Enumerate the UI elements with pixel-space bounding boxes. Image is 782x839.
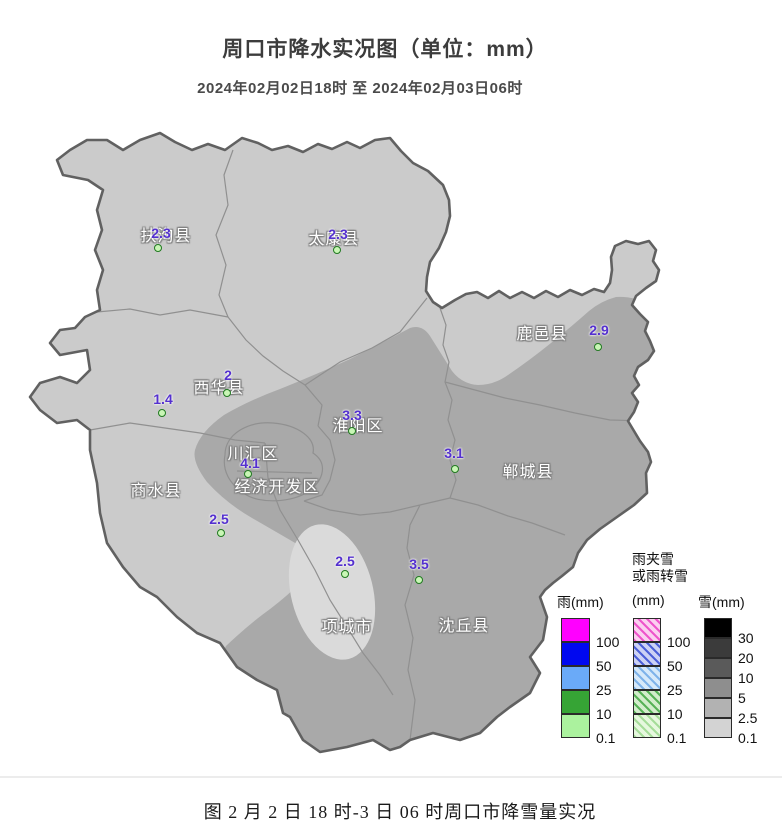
legend-sleet-tick: 100 [667,634,691,650]
legend-snow-swatch [704,718,732,738]
legend-snow-swatch [704,698,732,718]
legend-sleet-swatch [633,618,661,642]
legend-rain-tick: 50 [596,658,612,674]
station-value: 3.3 [342,407,362,423]
city-outline-stroke [28,131,661,754]
station-marker [217,529,225,537]
legend-rain-tick: 10 [596,706,612,722]
legend-rain-swatch [561,642,590,666]
region-label-huaiyang: 淮阳区 [332,418,384,435]
station-marker [451,465,459,473]
region-label-xihua: 西华县 [193,380,245,397]
station-marker [415,576,423,584]
region-label-fugou: 扶沟县 [140,228,192,245]
region-label-dancheng: 郸城县 [502,464,554,481]
legend-rain-swatch [561,618,590,642]
station-value: 2 [224,367,232,383]
legend-sleet-swatch [633,666,661,690]
region-label-taikang: 太康县 [308,231,360,248]
region-label-shangshui: 商水县 [130,483,182,500]
legend-sleet-title-line2: 或雨转雪 [632,568,688,584]
station-value: 3.5 [409,556,429,572]
legend-rain-tick: 100 [596,634,620,650]
snow-light-patch-xiangcheng [288,524,376,660]
legend-rain-title: 雨(mm) [557,594,604,610]
legend-sleet-title-line1: 雨夹雪 [632,551,674,567]
station-value: 2.5 [335,553,355,569]
legend-snow-swatch [704,678,732,698]
legend-snow-title: 雪(mm) [698,594,745,610]
station-marker [594,343,602,351]
legend-rain-swatch [561,690,590,714]
region-label-xiangcheng: 项城市 [321,619,373,636]
legend-sleet-swatch [633,714,661,738]
legend-snow-tick: 20 [738,650,754,666]
station-value: 2.3 [151,225,171,241]
region-label-chuanhui: 川汇区 [227,446,279,463]
legend-snow-swatch [704,658,732,678]
legend-rain-tick: 0.1 [596,730,616,746]
legend-snow-tick: 2.5 [738,710,758,726]
station-marker [244,470,252,478]
county-borders [89,149,648,741]
station-value: 3.1 [444,445,464,461]
legend-sleet-tick: 25 [667,682,683,698]
legend-sleet-swatch [633,690,661,714]
station-marker [223,389,231,397]
legend-snow-tick: 0.1 [738,730,758,746]
station-value: 1.4 [153,391,173,407]
legend-snow-swatch [704,638,732,658]
region-label-luyi: 鹿邑县 [516,326,568,343]
legend-rain-swatch [561,714,590,738]
legend-snow-tick: 5 [738,690,746,706]
region-label-shenqiu: 沈丘县 [438,618,490,635]
station-value: 2.3 [328,226,348,242]
legend-sleet-swatch [633,642,661,666]
station-marker [341,570,349,578]
page-subtitle: 2024年02月02日18时 至 2024年02月03日06时 [197,80,523,97]
legend-sleet-tick: 10 [667,706,683,722]
region-label-jingkaiqu: 经济开发区 [234,479,320,496]
legend-snow-swatch [704,618,732,638]
station-value: 2.9 [589,322,609,338]
legend-snow-tick: 30 [738,630,754,646]
station-marker [154,244,162,252]
legend-sleet-tick: 50 [667,658,683,674]
legend-snow-tick: 10 [738,670,754,686]
figure-caption: 图 2 月 2 日 18 时-3 日 06 时周口市降雪量实况 [203,802,597,822]
page-title: 周口市降水实况图（单位：mm） [222,38,548,61]
station-value: 2.5 [209,511,229,527]
station-marker [158,409,166,417]
chuanhui-district-border [223,422,323,502]
station-marker [348,427,356,435]
station-value: 4.1 [240,455,260,471]
legend-sleet-tick: 0.1 [667,730,687,746]
bottom-divider [0,776,782,778]
legend-rain-tick: 25 [596,682,612,698]
legend-sleet-title-line3: (mm) [632,592,665,608]
station-marker [333,246,341,254]
legend-rain-swatch [561,666,590,690]
